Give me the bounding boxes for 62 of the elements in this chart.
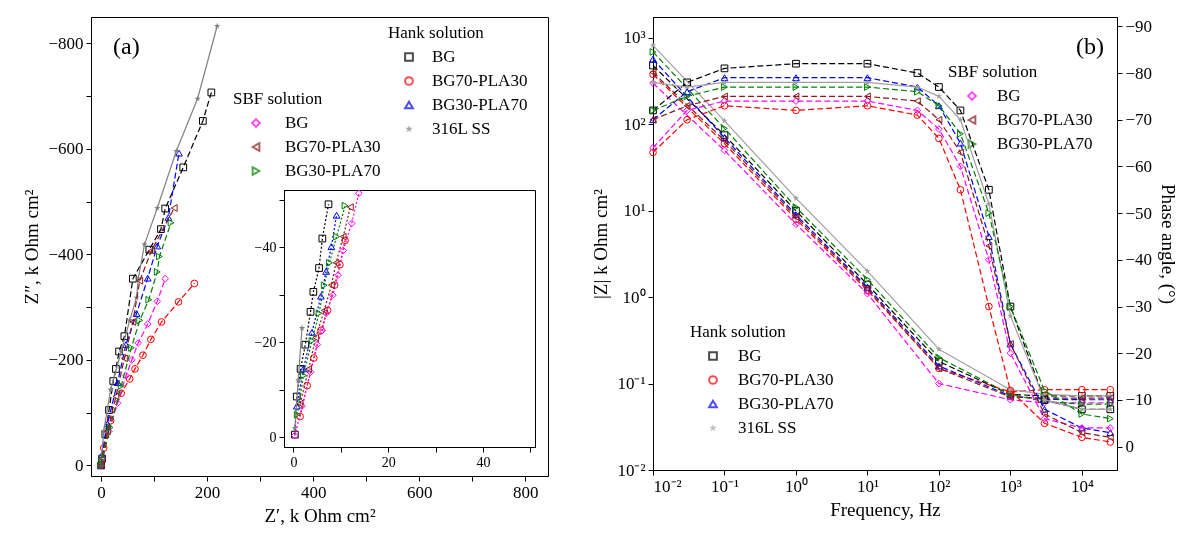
y-tick-label: 0 (269, 429, 277, 445)
x-tick-label: 20 (381, 454, 396, 470)
y2-tick-label: −20 (1125, 343, 1153, 363)
y-tick-label: −800 (48, 33, 84, 53)
y2-tick-label: −10 (1125, 390, 1153, 410)
legend-label: BG (432, 47, 456, 66)
annotation: Hank solution (388, 23, 485, 42)
x-tick-label: 10² (928, 476, 951, 496)
x-tick-label: 10⁻¹ (710, 476, 740, 496)
x-axis-title: Z′, k Ohm cm² (264, 504, 376, 526)
annotation: (b) (1076, 33, 1104, 59)
x-tick-label: 40 (476, 454, 491, 470)
y-tick-label: 10² (623, 114, 646, 134)
y-tick-label: −200 (48, 350, 84, 370)
y2-tick-label: −50 (1125, 203, 1153, 223)
x-tick-label: 0 (290, 454, 298, 470)
y-axis-title: |Z| k Ohm cm² (590, 188, 612, 299)
legend-label: BG70-PLA30 (432, 71, 528, 90)
x-tick-label: 600 (406, 482, 433, 502)
y2-tick-label: −90 (1125, 16, 1153, 36)
legend-label: BG (997, 86, 1021, 105)
legend-label: BG (285, 113, 309, 132)
y-tick-label: 10⁰ (622, 287, 646, 307)
x-axis-title: Frequency, Hz (830, 498, 941, 520)
x-tick-label: 200 (194, 482, 221, 502)
y-tick-label: −40 (254, 239, 277, 255)
x-tick-label: 0 (97, 482, 106, 502)
y2-tick-label: −60 (1125, 156, 1153, 176)
legend-label: BG70-PLA30 (285, 137, 381, 156)
annotation: SBF solution (948, 62, 1038, 81)
y-axis-title: Z″, k Ohm cm² (21, 189, 43, 305)
x-tick-label: 10⁻² (653, 476, 682, 496)
annotation: SBF solution (233, 89, 323, 108)
y2-tick-label: −40 (1125, 250, 1153, 270)
legend-label: BG (738, 346, 762, 365)
legend-label: 316L SS (432, 119, 491, 138)
y2-tick-label: −30 (1125, 297, 1153, 317)
legend-label: BG30-PLA70 (738, 394, 834, 413)
x-tick-label: 10⁰ (784, 476, 808, 496)
y2-tick-label: 0 (1125, 437, 1134, 457)
y-tick-label: −20 (254, 334, 277, 350)
y-tick-label: −400 (48, 244, 84, 264)
legend-label: BG30-PLA70 (997, 134, 1093, 153)
annotation: (a) (113, 33, 140, 59)
legend-label: BG30-PLA70 (432, 95, 528, 114)
legend-label: 316L SS (738, 418, 797, 437)
x-tick-label: 400 (300, 482, 327, 502)
y-tick-label: 10⁻¹ (617, 374, 646, 394)
y-tick-label: 10¹ (623, 201, 646, 221)
legend-label: BG70-PLA30 (997, 110, 1093, 129)
y2-tick-label: −80 (1125, 63, 1153, 83)
annotation: Hank solution (690, 322, 787, 341)
x-tick-label: 10³ (999, 476, 1022, 496)
legend-label: BG30-PLA70 (285, 161, 381, 180)
legend-label: BG70-PLA30 (738, 370, 834, 389)
x-tick-label: 10⁴ (1070, 476, 1094, 496)
y2-tick-label: −70 (1125, 110, 1153, 130)
x-tick-label: 10¹ (856, 476, 879, 496)
y-tick-label: 10³ (623, 28, 646, 48)
y-tick-label: −600 (48, 139, 84, 159)
y2-axis-title: Phase angle, (°) (1157, 184, 1180, 304)
x-tick-label: 800 (512, 482, 539, 502)
